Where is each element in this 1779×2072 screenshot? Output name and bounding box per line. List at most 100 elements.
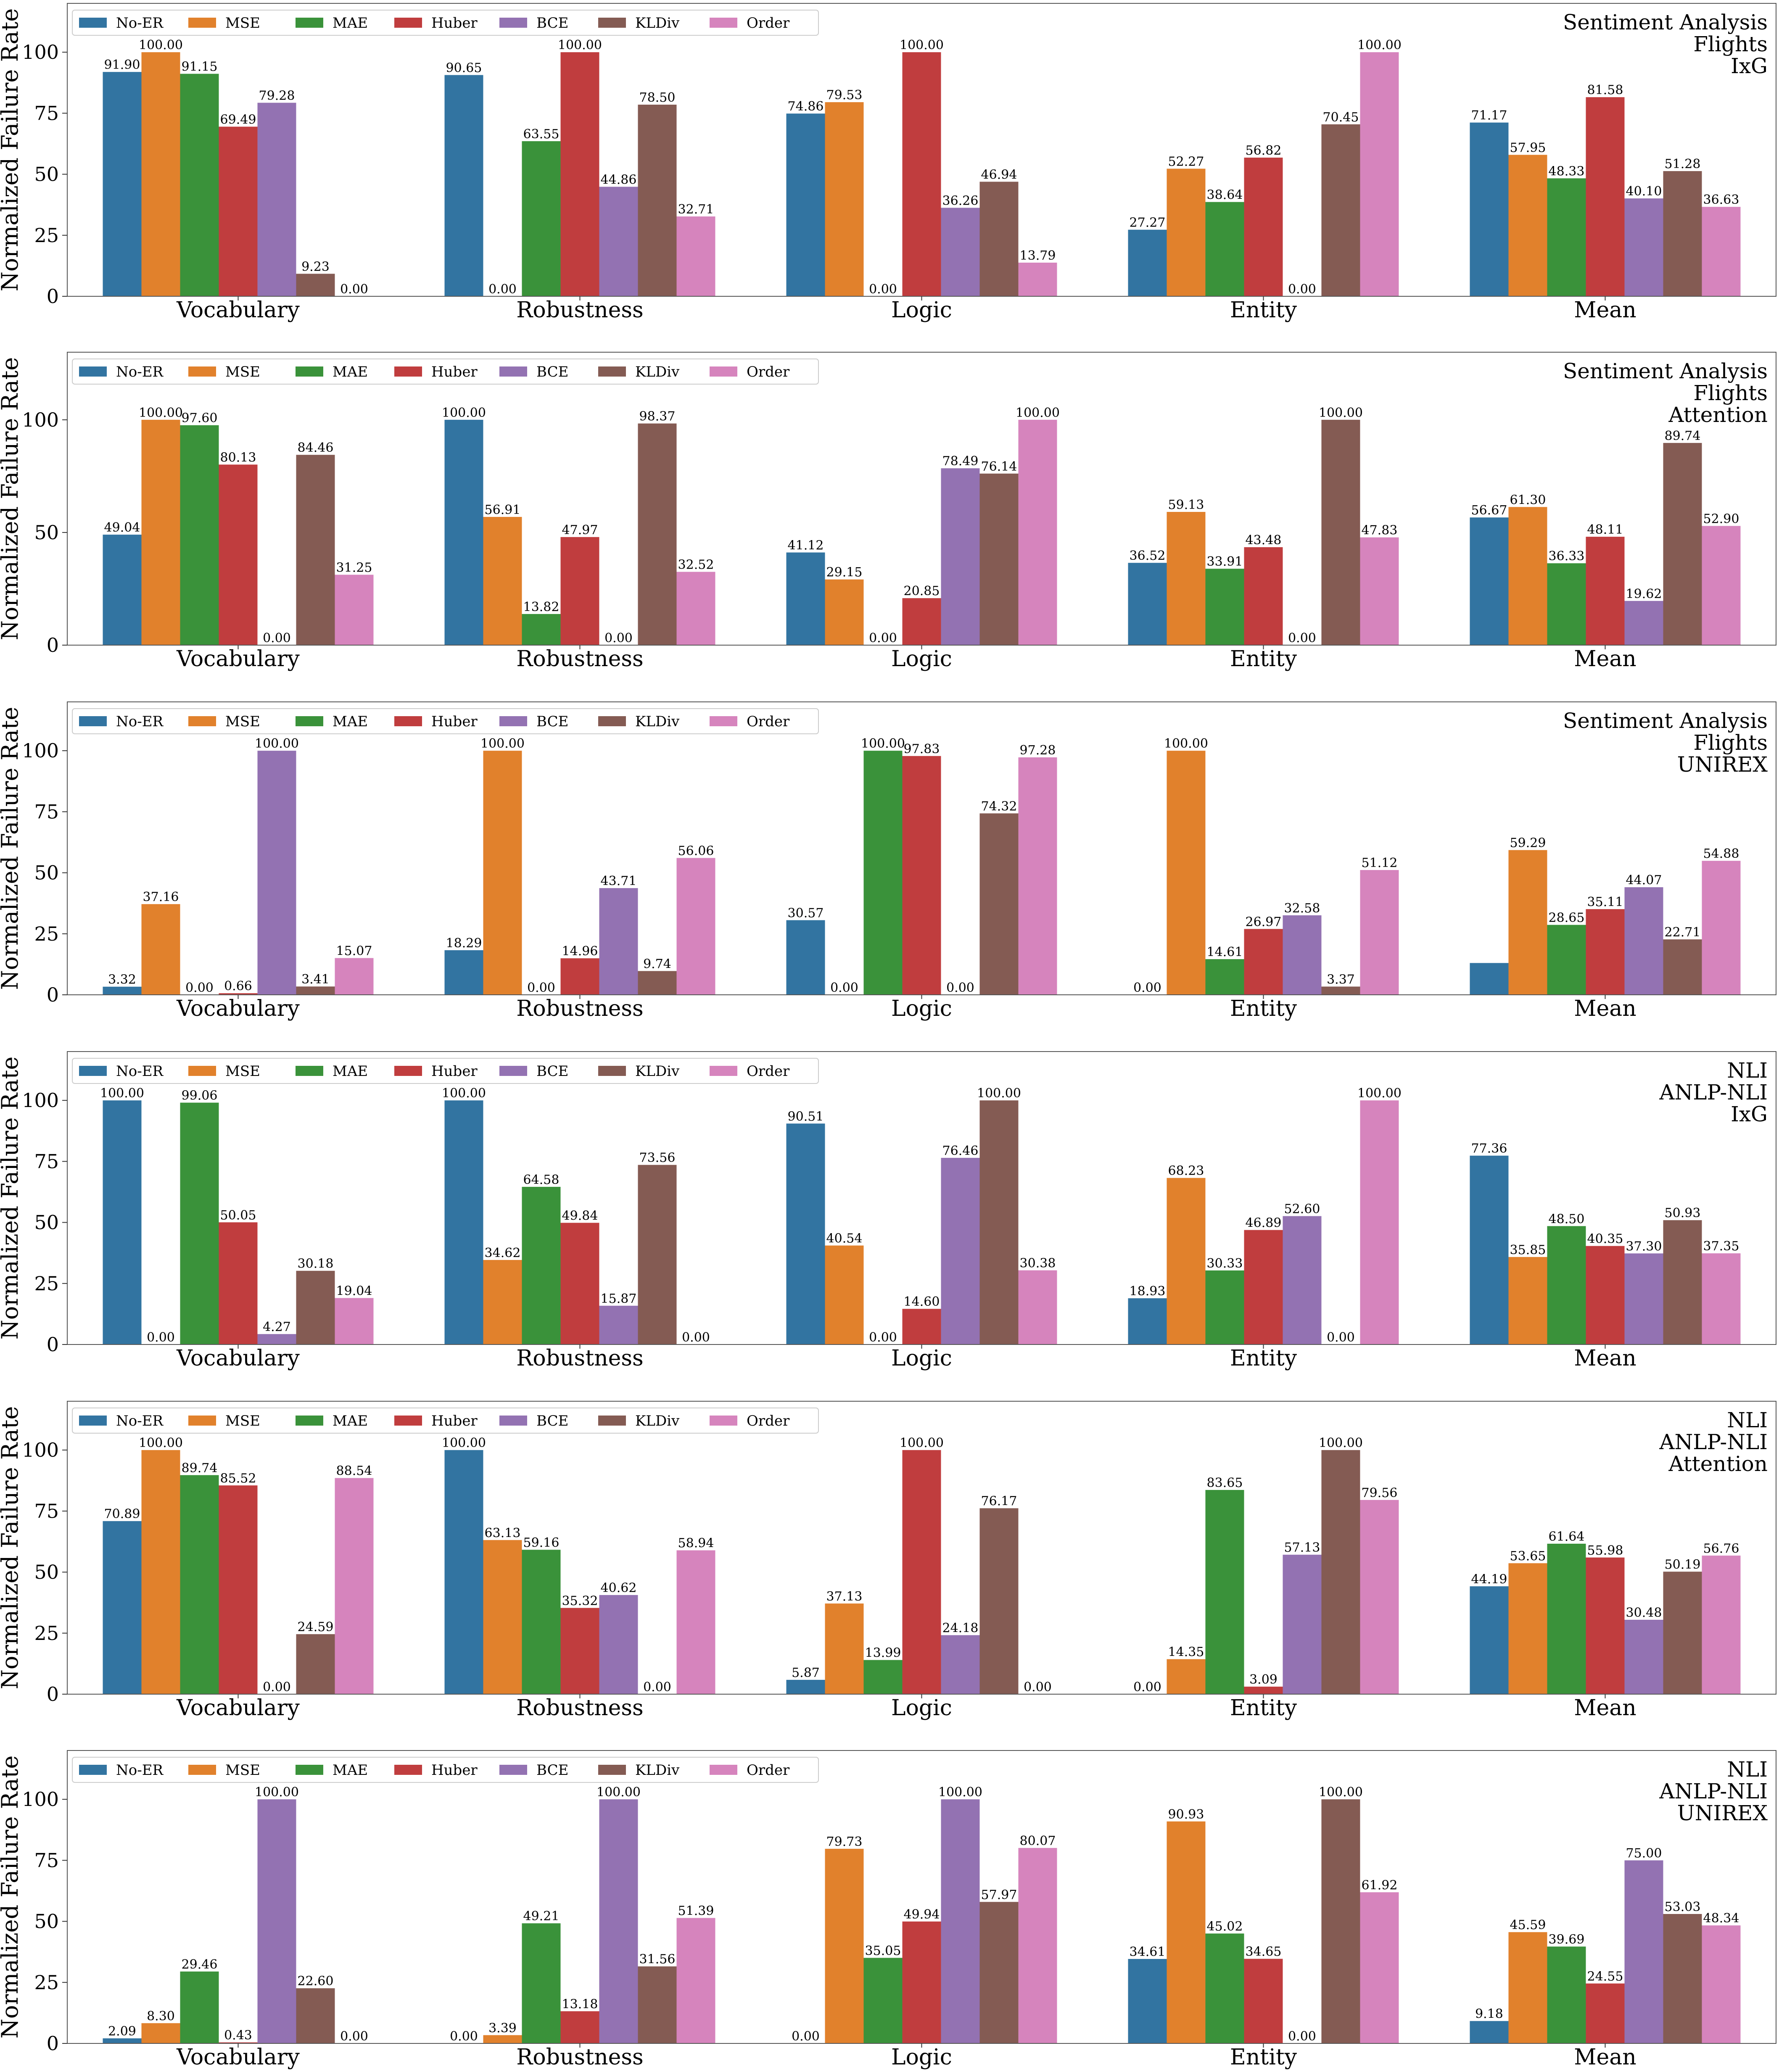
bar-no-er-mean	[1470, 122, 1509, 296]
bar-bce-mean	[1624, 198, 1663, 296]
legend-swatch-mse	[188, 18, 216, 28]
legend-label: No-ER	[116, 1413, 164, 1429]
data-label: 97.60	[182, 411, 218, 426]
data-label: 98.37	[639, 409, 676, 424]
legend-label: KLDiv	[635, 1063, 680, 1080]
data-label: 57.95	[1510, 140, 1546, 155]
y-tick-label: 75	[34, 1150, 59, 1173]
y-tick-label: 25	[34, 1971, 59, 1994]
x-tick-label: Robustness	[516, 1695, 643, 1721]
data-label: 49.94	[904, 1907, 940, 1922]
bar-no-er-mean	[1470, 517, 1509, 645]
bar-huber-robustness	[560, 958, 599, 995]
legend-label: MSE	[225, 1762, 260, 1779]
legend-swatch-mae	[296, 1066, 323, 1076]
legend-swatch-mse	[188, 716, 216, 726]
data-label: 0.66	[224, 979, 252, 994]
data-label: 97.28	[1020, 743, 1056, 758]
legend-swatch-bce	[499, 366, 527, 377]
legend-swatch-no-er	[79, 1066, 107, 1076]
x-tick-label: Vocabulary	[176, 646, 300, 672]
y-tick-label: 50	[34, 1561, 59, 1584]
data-label: 33.91	[1207, 554, 1243, 569]
data-label: 52.90	[1703, 511, 1739, 526]
bar-kldiv-entity	[1321, 1799, 1360, 2043]
bar-mae-vocabulary	[180, 74, 219, 297]
data-label: 40.35	[1587, 1232, 1623, 1247]
bar-huber-entity	[1244, 547, 1283, 645]
legend-swatch-no-er	[79, 716, 107, 726]
y-tick-label: 50	[34, 1211, 59, 1234]
x-tick-label: Vocabulary	[176, 1695, 300, 1721]
data-label: 63.13	[485, 1526, 521, 1540]
data-label: 14.35	[1168, 1645, 1204, 1660]
bar-mse-mean	[1508, 507, 1547, 645]
data-label: 80.13	[220, 450, 256, 465]
data-label: 32.52	[678, 558, 714, 572]
bar-huber-mean	[1586, 1246, 1625, 1344]
x-tick-label: Vocabulary	[176, 996, 300, 1021]
bar-huber-vocabulary	[219, 1485, 258, 1694]
bar-mae-mean	[1547, 925, 1586, 995]
bar-order-entity	[1360, 537, 1399, 645]
bar-order-mean	[1702, 207, 1741, 296]
legend-label: BCE	[536, 1762, 568, 1779]
bar-mae-vocabulary	[180, 1971, 219, 2043]
data-label: 100.00	[977, 1086, 1021, 1101]
bar-mae-robustness	[522, 1923, 561, 2043]
data-label: 0.00	[263, 1680, 291, 1695]
data-label: 38.64	[1207, 188, 1243, 203]
bar-kldiv-entity	[1321, 986, 1360, 995]
bar-mae-entity	[1205, 202, 1244, 296]
bar-mae-entity	[1205, 959, 1244, 995]
data-label: 0.00	[147, 1330, 175, 1345]
bar-huber-logic	[902, 1921, 941, 2043]
legend-label: No-ER	[116, 1762, 164, 1779]
bar-mse-robustness	[483, 1260, 522, 1344]
legend-label: Huber	[431, 713, 478, 730]
bar-mse-mean	[1508, 850, 1547, 995]
bar-order-vocabulary	[335, 958, 374, 995]
data-label: 79.73	[826, 1835, 863, 1849]
legend-swatch-mae	[296, 716, 323, 726]
bar-order-robustness	[676, 1550, 715, 1694]
data-label: 0.00	[340, 282, 368, 297]
data-label: 37.13	[826, 1589, 863, 1604]
data-label: 100.00	[900, 1436, 944, 1450]
data-label: 53.03	[1665, 1900, 1701, 1914]
data-label: 0.00	[830, 981, 858, 995]
y-axis-label: Normalized Failure Rate	[0, 357, 23, 641]
data-label: 24.55	[1587, 1969, 1623, 1984]
legend-label: Huber	[431, 15, 478, 32]
data-label: 35.05	[865, 1943, 901, 1958]
bar-mae-entity	[1205, 1933, 1244, 2043]
data-label: 55.98	[1587, 1543, 1623, 1558]
bar-mae-mean	[1547, 1226, 1586, 1344]
bar-mae-entity	[1205, 1490, 1244, 1694]
bar-no-er-logic	[786, 113, 825, 296]
data-label: 0.00	[1024, 1680, 1052, 1695]
legend-label: No-ER	[116, 15, 164, 32]
data-label: 47.97	[562, 523, 598, 538]
data-label: 81.58	[1587, 83, 1623, 98]
legend-swatch-huber	[394, 366, 422, 377]
data-label: 57.97	[981, 1887, 1017, 1902]
legend-label: Order	[747, 713, 790, 730]
y-tick-label: 100	[22, 41, 59, 63]
legend-box	[72, 1757, 819, 1783]
y-tick-label: 75	[34, 1849, 59, 1872]
data-label: 48.11	[1587, 522, 1623, 537]
bar-huber-robustness	[560, 52, 599, 296]
y-tick-label: 25	[34, 224, 59, 247]
data-label: 51.39	[678, 1904, 714, 1919]
data-label: 34.61	[1130, 1945, 1166, 1959]
bar-bce-logic	[941, 1799, 980, 2043]
data-label: 0.00	[869, 631, 897, 646]
bar-bce-entity	[1283, 1555, 1322, 1694]
y-axis-label: Normalized Failure Rate	[0, 1057, 23, 1340]
bar-kldiv-mean	[1663, 939, 1702, 995]
bar-kldiv-robustness	[638, 1165, 677, 1344]
data-label: 30.38	[1020, 1256, 1056, 1271]
bar-mse-vocabulary	[141, 419, 180, 645]
data-label: 51.12	[1362, 856, 1398, 870]
